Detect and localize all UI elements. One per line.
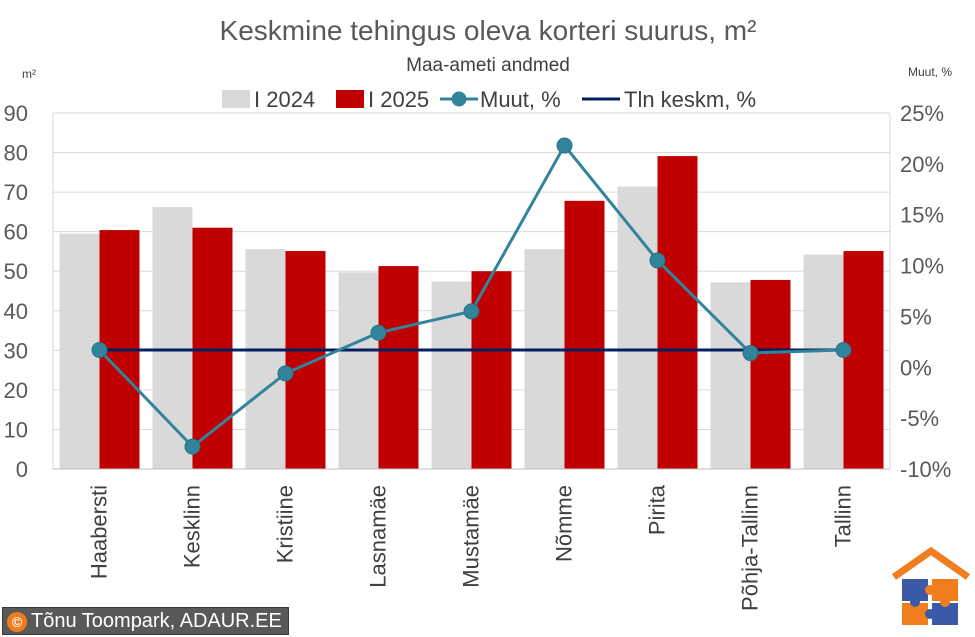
chart-title: Keskmine tehingus oleva korteri suurus, … [220,15,757,46]
y-tick-label: 50 [4,259,28,284]
y2-tick-label: -10% [900,457,951,482]
bar-i-2024 [245,249,286,469]
bar-i-2024 [524,249,565,469]
y2-tick-label: 15% [900,203,944,228]
copyright-badge: © Tõnu Toompark, ADAUR.EE [2,607,289,635]
y2-tick-label: 5% [900,304,932,329]
copyright-icon: © [7,611,27,632]
bar-i-2025 [471,271,512,469]
legend-label-tln-keskm: Tln keskm, % [624,87,756,112]
muut-point [556,137,573,154]
y2-tick-label: 25% [900,101,944,126]
bar-i-2025 [843,251,884,469]
x-tick-label: Kesklinn [180,485,205,568]
y2-tick-label: 0% [900,355,932,380]
muut-point [91,341,108,358]
bar-i-2024 [152,207,193,470]
left-axis-unit: m² [22,67,36,81]
y2-tick-label: 10% [900,254,944,279]
muut-point [742,345,759,362]
puzzle-piece-icon [902,579,928,601]
y-tick-label: 70 [4,180,28,205]
legend: I 2024 I 2025 Muut, % Tln keskm, % [222,87,756,112]
bar-i-2024 [617,186,658,469]
x-tick-label: Mustamäe [459,485,484,588]
chart-subtitle: Maa-ameti andmed [406,55,570,76]
puzzle-knob-icon [940,597,950,607]
puzzle-piece-icon [932,603,958,625]
bar-i-2025 [192,227,233,469]
y-tick-label: 10 [4,417,28,442]
puzzle-knob-icon [925,585,935,595]
bar-i-2024 [710,282,751,469]
y2-tick-label: 20% [900,152,944,177]
legend-label-muut: Muut, % [480,87,561,112]
y-tick-label: 90 [4,101,28,126]
legend-swatch-i-2025 [336,90,364,108]
muut-point [463,303,480,320]
bar-i-2024 [338,272,379,469]
x-tick-label: Kristiine [273,485,298,563]
y-tick-label: 30 [4,338,28,363]
muut-point [184,438,201,455]
bar-i-2025 [657,156,698,470]
bar-i-2025 [564,200,605,469]
y-tick-label: 60 [4,220,28,245]
legend-marker-muut [451,91,467,107]
puzzle-knob-icon [925,609,935,619]
axes: 0 10 20 30 40 50 60 70 80 90 -10% -5% 0% 5% 10% 15% 20% 2… [4,101,952,611]
x-tick-label: Pirita [645,484,670,535]
x-tick-label: Lasnamäe [366,485,391,588]
puzzle-piece-icon [932,579,958,601]
muut-point [370,324,387,341]
right-axis-unit: Muut, % [908,65,952,79]
legend-label-i-2025: I 2025 [368,87,429,112]
y-tick-label: 40 [4,299,28,324]
legend-label-i-2024: I 2024 [254,87,315,112]
y-tick-label: 80 [4,141,28,166]
y2-tick-label: -5% [900,406,939,431]
puzzle-piece-icon [902,603,928,625]
x-tick-label: Põhja-Tallinn [738,485,763,611]
lines [91,137,852,455]
muut-point [835,341,852,358]
bar-i-2024 [803,254,844,469]
bar-i-2025 [378,266,419,469]
copyright-text: Tõnu Toompark, ADAUR.EE [31,610,282,632]
x-tick-label: Nõmme [552,485,577,562]
legend-swatch-i-2024 [222,90,250,108]
house-puzzle-logo [891,546,971,625]
y-tick-label: 0 [16,457,28,482]
x-tick-label: Haabersti [87,485,112,579]
y-tick-label: 20 [4,378,28,403]
bar-i-2025 [750,279,791,469]
muut-point [277,365,294,382]
roof-icon [891,546,971,580]
muut-point [649,252,666,269]
x-tick-label: Tallinn [831,485,856,547]
puzzle-knob-icon [910,597,920,607]
